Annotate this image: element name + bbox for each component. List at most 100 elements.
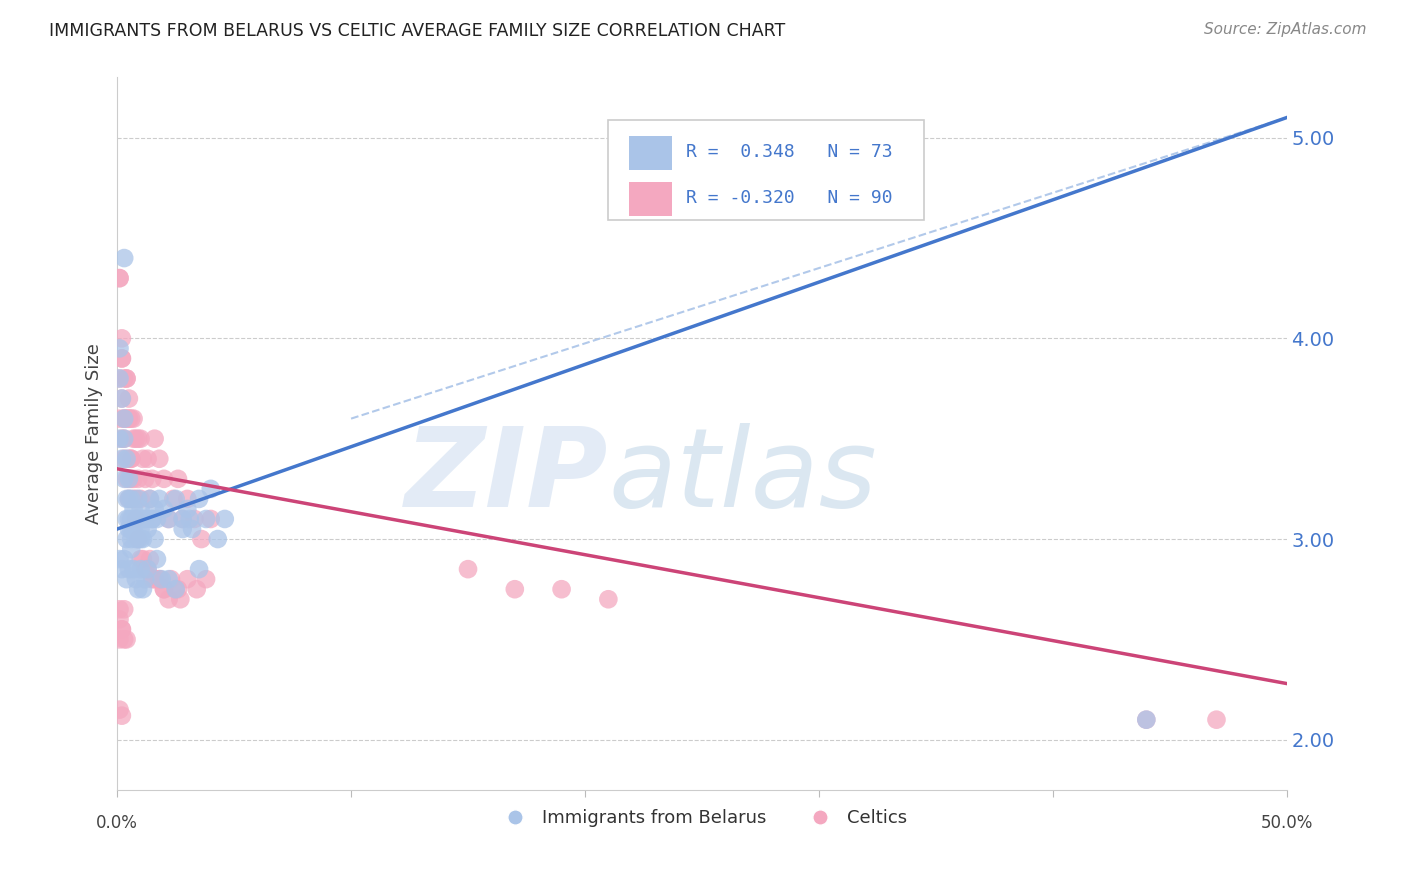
Text: 50.0%: 50.0% xyxy=(1260,814,1313,832)
Point xyxy=(122,432,145,446)
Point xyxy=(165,582,187,597)
Point xyxy=(115,472,138,486)
Point xyxy=(134,512,156,526)
Point xyxy=(139,491,162,506)
Point xyxy=(112,451,135,466)
Point xyxy=(112,411,135,425)
Point xyxy=(503,582,526,597)
Point xyxy=(120,411,142,425)
Point xyxy=(120,472,142,486)
Point xyxy=(186,582,208,597)
Point xyxy=(108,602,131,616)
Point xyxy=(111,623,134,637)
Point xyxy=(127,532,149,546)
Point xyxy=(118,411,141,425)
Point xyxy=(129,552,152,566)
Point xyxy=(132,552,155,566)
Point xyxy=(129,522,152,536)
Point xyxy=(141,572,163,586)
Point xyxy=(122,411,145,425)
Point xyxy=(165,491,187,506)
Point xyxy=(157,592,180,607)
Point xyxy=(127,432,149,446)
Point xyxy=(148,572,170,586)
Point xyxy=(129,532,152,546)
Point xyxy=(111,351,134,366)
Point xyxy=(120,522,142,536)
Point xyxy=(176,491,198,506)
Point xyxy=(122,491,145,506)
Point xyxy=(112,432,135,446)
Point xyxy=(112,371,135,385)
Point xyxy=(1135,713,1157,727)
Point xyxy=(125,512,148,526)
Point xyxy=(172,512,194,526)
Point xyxy=(125,491,148,506)
Point xyxy=(120,451,142,466)
Point xyxy=(1205,713,1227,727)
Point xyxy=(136,562,159,576)
Point xyxy=(112,251,135,265)
Point xyxy=(111,392,134,406)
Point xyxy=(111,562,134,576)
Legend: Immigrants from Belarus, Celtics: Immigrants from Belarus, Celtics xyxy=(489,802,914,834)
Point xyxy=(118,392,141,406)
Point xyxy=(598,592,620,607)
Point xyxy=(127,512,149,526)
Point xyxy=(122,522,145,536)
Point xyxy=(112,472,135,486)
Point xyxy=(136,451,159,466)
Point xyxy=(148,572,170,586)
Point xyxy=(115,532,138,546)
Point xyxy=(188,562,211,576)
Point xyxy=(115,371,138,385)
Point xyxy=(195,572,218,586)
Point xyxy=(120,451,142,466)
Point xyxy=(112,432,135,446)
Text: 0.0%: 0.0% xyxy=(96,814,138,832)
Point xyxy=(172,512,194,526)
Point xyxy=(157,512,180,526)
Point xyxy=(129,432,152,446)
Point xyxy=(141,472,163,486)
Point xyxy=(129,491,152,506)
FancyBboxPatch shape xyxy=(630,182,672,216)
Point xyxy=(108,342,131,356)
Point xyxy=(111,392,134,406)
Point xyxy=(125,572,148,586)
Point xyxy=(1135,713,1157,727)
Point xyxy=(143,572,166,586)
FancyBboxPatch shape xyxy=(630,136,672,169)
Point xyxy=(167,472,190,486)
Point xyxy=(127,491,149,506)
Point xyxy=(125,512,148,526)
Point xyxy=(148,451,170,466)
Point xyxy=(207,532,229,546)
Point xyxy=(108,371,131,385)
Point xyxy=(118,491,141,506)
Point xyxy=(143,532,166,546)
Point xyxy=(172,522,194,536)
Point xyxy=(111,708,134,723)
Point xyxy=(108,552,131,566)
Point xyxy=(120,542,142,557)
Point xyxy=(129,502,152,516)
Point xyxy=(122,502,145,516)
Point xyxy=(108,432,131,446)
Y-axis label: Average Family Size: Average Family Size xyxy=(86,343,103,524)
Point xyxy=(153,582,176,597)
Text: R =  0.348   N = 73: R = 0.348 N = 73 xyxy=(686,143,893,161)
Point xyxy=(111,432,134,446)
Point xyxy=(190,532,212,546)
Text: Source: ZipAtlas.com: Source: ZipAtlas.com xyxy=(1204,22,1367,37)
Point xyxy=(153,502,176,516)
Point xyxy=(115,491,138,506)
Point xyxy=(125,432,148,446)
Point xyxy=(134,562,156,576)
Point xyxy=(148,491,170,506)
Point xyxy=(115,512,138,526)
Point xyxy=(111,623,134,637)
Point xyxy=(112,632,135,647)
Point xyxy=(157,512,180,526)
Point xyxy=(108,612,131,626)
